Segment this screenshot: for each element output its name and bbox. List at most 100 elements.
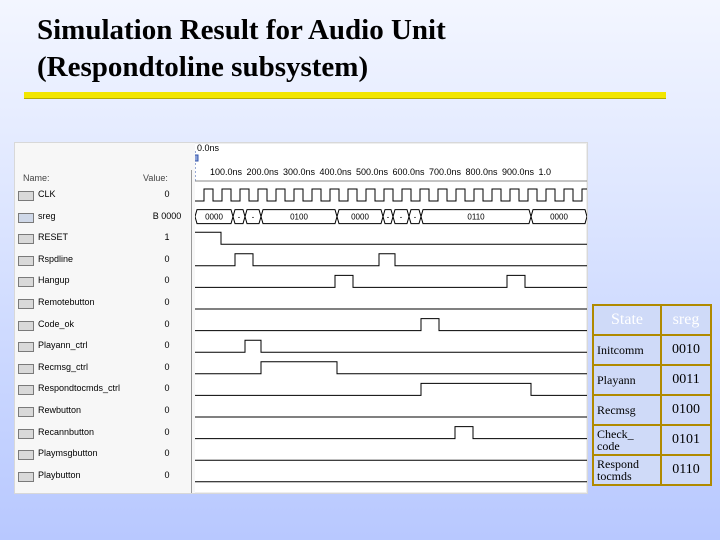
sreg-segment-value: - (400, 213, 403, 222)
time-tick-label: 1.0 (538, 167, 552, 177)
output-pin-icon (18, 385, 34, 396)
signal-name: Rspdline (38, 253, 74, 264)
signal-row-remotebutton[interactable]: Remotebutton 0 (15, 293, 587, 314)
recannbutton-trace (195, 426, 587, 440)
signal-value: 0 (164, 361, 170, 372)
signal-value: 0 (164, 340, 170, 351)
signal-row-playann-ctrl[interactable]: Playann_ctrl 0 (15, 336, 587, 357)
signal-value: 0 (164, 469, 170, 480)
sreg-segment-value: 0000 (550, 213, 568, 222)
signal-row-rspdline[interactable]: Rspdline 0 (15, 250, 587, 271)
sreg-segment (195, 209, 234, 225)
signal-value: B 0000 (152, 210, 182, 221)
column-splitter[interactable] (191, 170, 192, 493)
state-row-respondtocmds: Respond tocmds 0110 (592, 454, 712, 486)
signal-row-recannbutton[interactable]: Recannbutton 0 (15, 423, 587, 444)
time-tick-label: 400.0ns (319, 167, 352, 177)
respondtocmds-ctrl-trace (195, 382, 587, 396)
state-code: 0110 (660, 454, 712, 486)
signal-value: 0 (164, 426, 170, 437)
signal-name: Playbutton (38, 469, 81, 480)
time-marker-label: 0.0ns (197, 143, 220, 153)
signal-name: Recannbutton (38, 426, 95, 437)
signal-value: 0 (164, 253, 170, 264)
state-name: Playann (597, 373, 636, 387)
sreg-segment-value: 0110 (467, 213, 485, 222)
input-pin-icon (18, 471, 34, 482)
state-row-recmsg: Recmsg 0100 (592, 394, 712, 426)
sreg-segment-value: - (414, 213, 417, 222)
time-tick-label: 100.0ns (210, 167, 243, 177)
sreg-segment (382, 209, 394, 225)
time-tick-label: 300.0ns (283, 167, 316, 177)
input-pin-icon (18, 234, 34, 245)
signal-name: Code_ok (38, 318, 75, 329)
sreg-segment (408, 209, 422, 225)
sreg-segment-value: 0000 (205, 213, 223, 222)
signal-row-recmsg-ctrl[interactable]: Recmsg_ctrl 0 (15, 358, 587, 379)
signal-row-sreg[interactable]: sreg B 0000 (15, 207, 587, 228)
playann-ctrl-trace (195, 339, 587, 353)
hangup-trace (195, 274, 587, 288)
state-code: 0010 (660, 334, 712, 366)
title-underline (24, 92, 666, 99)
clk-trace (195, 188, 587, 202)
signal-name: Playann_ctrl (38, 340, 88, 351)
sreg-segment (392, 209, 410, 225)
signal-row-playmsgbutton[interactable]: Playmsgbutton 0 (15, 444, 587, 465)
signal-row-clk[interactable]: CLK 0 (15, 185, 587, 206)
state-encoding-table: State sreg Initcomm 0010 Playann 0011 Re… (592, 304, 712, 486)
signal-name-column (15, 143, 195, 493)
signal-row-code-ok[interactable]: Code_ok 0 (15, 315, 587, 336)
signal-row-rewbutton[interactable]: Rewbutton 0 (15, 401, 587, 422)
state-row-check-code: Check_ code 0101 (592, 424, 712, 456)
sreg-segment (260, 209, 338, 225)
input-pin-icon (18, 320, 34, 331)
input-pin-icon (18, 407, 34, 417)
rspdline-trace (195, 253, 587, 267)
signal-name: Remotebutton (38, 297, 95, 307)
state-row-initcomm: Initcomm 0010 (592, 334, 712, 366)
output-pin-icon (18, 363, 34, 374)
signal-name: Recmsg_ctrl (38, 361, 89, 372)
signal-row-hangup[interactable]: Hangup 0 (15, 271, 587, 292)
signal-value: 0 (164, 448, 170, 459)
signal-value: 0 (164, 405, 170, 415)
signal-name: RESET (38, 232, 69, 243)
signal-name: Rewbutton (38, 405, 82, 415)
signal-row-playbutton[interactable]: Playbutton 0 (15, 466, 587, 487)
time-tick-label: 600.0ns (392, 167, 425, 177)
signal-value: 0 (164, 297, 170, 307)
input-pin-icon (18, 277, 34, 288)
input-pin-icon (18, 428, 34, 439)
reset-trace (195, 231, 587, 245)
sreg-segment-value: - (252, 213, 255, 222)
sreg-segment-value: - (238, 213, 241, 222)
signal-name: Hangup (38, 275, 70, 286)
time-tick-label: 900.0ns (502, 167, 535, 177)
time-tick-label: 500.0ns (356, 167, 389, 177)
signal-row-reset[interactable]: RESET 1 (15, 228, 587, 249)
time-ruler[interactable]: 0.0ns 100.0ns 200.0ns 300.0ns 400.0ns 500.0n… (195, 143, 587, 183)
time-tick-label: 700.0ns (429, 167, 462, 177)
slide-title: Simulation Result for Audio Unit (Respon… (37, 12, 697, 86)
time-tick-label: 200.0ns (246, 167, 279, 177)
time-ruler-ticks (195, 151, 587, 183)
input-pin-icon (18, 255, 34, 266)
input-pin-icon (18, 299, 34, 309)
signal-value: 0 (164, 189, 170, 199)
sreg-segment (244, 209, 262, 225)
signal-name: Respondtocmds_ctrl (38, 383, 121, 394)
sreg-header: sreg (660, 304, 712, 336)
waveform-viewer[interactable]: Name: Value: 0.0ns 100.0ns 200.0ns 300.0ns… (14, 142, 588, 494)
signal-row-respondtocmds-ctrl[interactable]: Respondtocmds_ctrl 0 (15, 379, 587, 400)
slide-title-line1: Simulation Result for Audio Unit (37, 14, 446, 46)
state-name-line1: Respond (597, 457, 639, 471)
state-code: 0100 (660, 394, 712, 426)
waveform-traces[interactable]: 0000 - - 0100 0000 - - - 0110 0000 (195, 183, 587, 493)
sreg-segment-value: - (387, 213, 390, 222)
sreg-segment (530, 209, 587, 225)
state-code: 0101 (660, 424, 712, 456)
state-name-line2: tocmds (597, 469, 632, 483)
state-name: Initcomm (597, 343, 644, 357)
